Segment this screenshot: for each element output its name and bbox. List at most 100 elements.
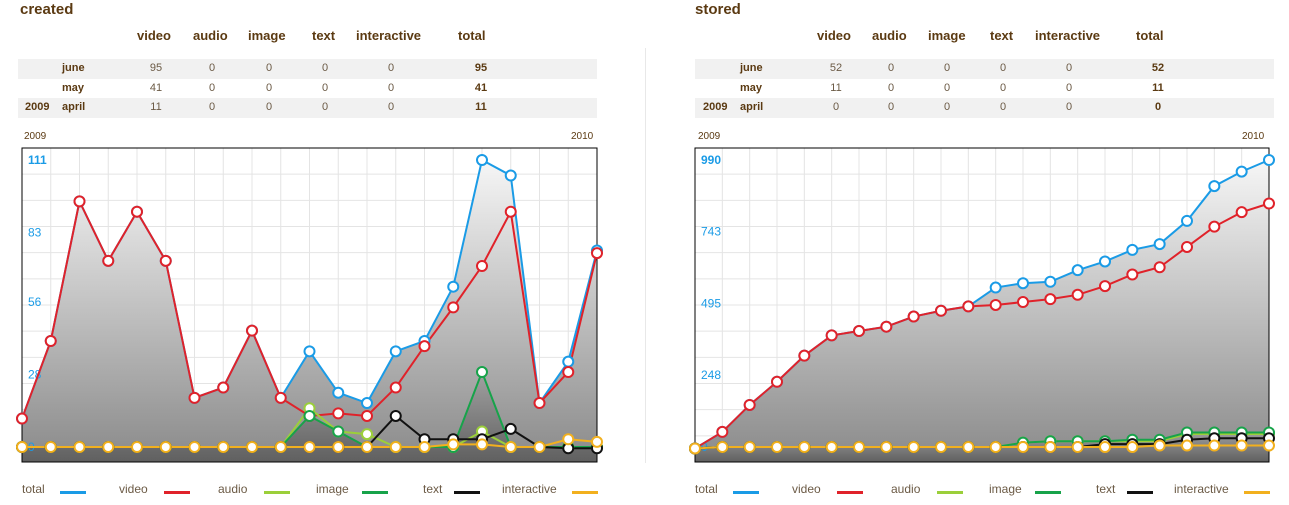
- video-count: 95: [149, 62, 163, 74]
- data-point-audio: [361, 428, 373, 441]
- total-area: [695, 160, 1269, 462]
- legend-label-interactive: interactive: [1174, 482, 1229, 496]
- data-point-video: [188, 391, 201, 404]
- total-count: 52: [1151, 62, 1165, 74]
- created-panel: created video audio image text interacti…: [0, 0, 610, 505]
- data-point-video: [217, 381, 230, 394]
- image-count: 0: [943, 81, 951, 94]
- data-point-total: [562, 355, 575, 368]
- col-header-audio: audio: [193, 28, 228, 43]
- month-label: may: [740, 81, 763, 94]
- data-point-interactive: [716, 441, 729, 453]
- data-point-video: [853, 325, 865, 338]
- data-point-interactive: [303, 441, 316, 453]
- data-point-total: [1181, 214, 1193, 227]
- data-point-interactive: [989, 441, 1002, 453]
- data-point-interactive: [389, 441, 402, 453]
- data-point-interactive: [689, 442, 701, 455]
- data-point-interactive: [591, 435, 603, 448]
- data-point-video: [798, 349, 811, 362]
- data-point-video: [716, 425, 729, 438]
- series-line-video: [694, 202, 1270, 450]
- data-point-total: [389, 345, 402, 358]
- data-point-image: [476, 366, 488, 379]
- data-point-total: [1235, 165, 1248, 178]
- interactive-count: 0: [1065, 62, 1073, 74]
- data-point-video: [1235, 206, 1248, 219]
- data-point-interactive: [1017, 441, 1029, 453]
- data-point-total: [504, 169, 517, 182]
- data-point-interactive: [1126, 441, 1139, 453]
- data-point-image: [332, 425, 345, 438]
- col-header-interactive: interactive: [356, 28, 422, 43]
- month-label: june: [62, 62, 85, 74]
- audio-count: 0: [887, 101, 895, 113]
- y-tick-label: 743: [701, 225, 721, 239]
- video-count: 11: [830, 81, 842, 94]
- stored-panel: stored video audio image text interactiv…: [677, 0, 1287, 505]
- y-tick-label: 83: [28, 225, 42, 239]
- data-point-video: [771, 375, 783, 388]
- data-point-video: [880, 320, 893, 333]
- image-count: 0: [265, 101, 273, 113]
- data-point-interactive: [1071, 441, 1084, 453]
- data-point-total: [1099, 255, 1111, 268]
- data-point-interactive: [102, 441, 115, 453]
- data-point-video: [246, 324, 258, 337]
- table-row: june 52 0 0 0 0 52: [695, 59, 1274, 79]
- data-point-interactive: [131, 441, 143, 453]
- data-point-video: [332, 407, 345, 420]
- data-point-video: [389, 381, 402, 394]
- data-point-text: [389, 409, 402, 422]
- data-point-video: [73, 195, 86, 208]
- data-point-interactive: [853, 441, 865, 453]
- legend-label-video: video: [792, 482, 821, 496]
- legend-label-total: total: [695, 482, 718, 496]
- data-point-interactive: [188, 441, 201, 453]
- video-count: 11: [150, 101, 162, 113]
- data-point-video: [935, 304, 947, 317]
- data-point-total: [1153, 238, 1166, 251]
- data-point-video: [504, 205, 517, 218]
- y-tick-label: 495: [701, 297, 721, 311]
- data-point-video: [418, 340, 431, 353]
- data-point-video: [1126, 268, 1139, 281]
- audio-count: 0: [208, 101, 216, 113]
- data-point-interactive: [907, 441, 920, 453]
- stats-table: june 95 0 0 0 0 95 may 41 0 0 0 0 41 200…: [18, 59, 597, 118]
- data-point-interactive: [361, 441, 373, 453]
- data-point-video: [1208, 220, 1221, 233]
- audio-count: 0: [887, 81, 895, 94]
- table-row: may 41 0 0 0 0 41: [18, 79, 597, 99]
- col-header-text: text: [990, 28, 1014, 43]
- legend-label-total: total: [22, 482, 45, 496]
- total-count: 41: [474, 81, 488, 94]
- col-header-interactive: interactive: [1035, 28, 1101, 43]
- data-point-image: [303, 409, 316, 422]
- image-count: 0: [943, 101, 951, 113]
- y-tick-label: 248: [701, 368, 721, 382]
- data-point-total: [332, 386, 345, 399]
- data-point-total: [1071, 264, 1084, 277]
- interactive-count: 0: [1065, 81, 1073, 94]
- data-point-video: [131, 205, 143, 218]
- data-point-interactive: [825, 441, 838, 453]
- data-point-interactive: [1235, 439, 1248, 452]
- text-count: 0: [321, 101, 329, 113]
- image-count: 0: [265, 62, 273, 74]
- total-area: [22, 160, 597, 462]
- data-point-video: [533, 397, 546, 410]
- data-point-video: [1017, 296, 1029, 309]
- series-line-interactive: [694, 444, 1269, 450]
- data-point-video: [743, 398, 756, 411]
- data-point-video: [447, 301, 460, 314]
- legend-label-text: text: [423, 482, 443, 496]
- year-label: 2009: [25, 101, 50, 113]
- stats-table: june 52 0 0 0 0 52 may 11 0 0 0 0 11 200…: [695, 59, 1274, 118]
- plot-border: [694, 147, 1270, 463]
- data-point-video: [1071, 288, 1084, 301]
- data-point-interactive: [44, 441, 57, 453]
- data-point-video: [1181, 240, 1193, 253]
- data-point-interactive: [798, 441, 811, 453]
